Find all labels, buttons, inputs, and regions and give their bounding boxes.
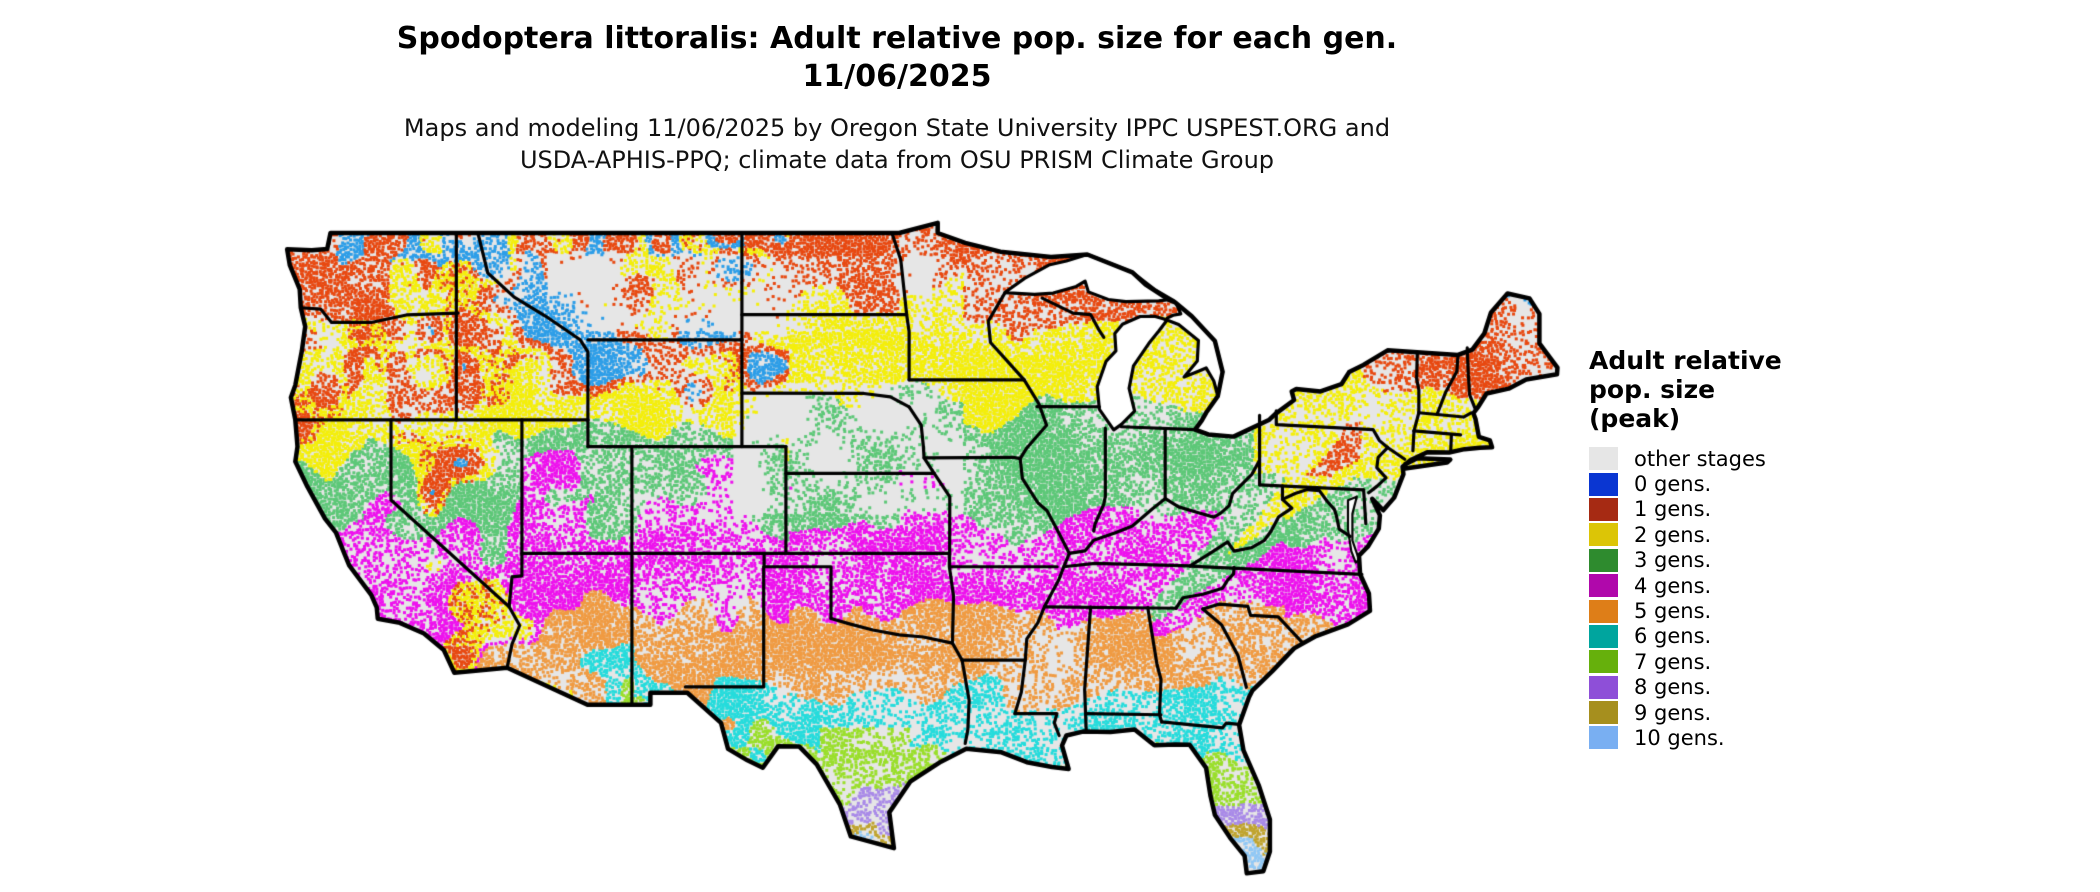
legend-swatch — [1589, 726, 1618, 750]
legend-swatch — [1589, 523, 1618, 547]
legend-label: 1 gens. — [1634, 497, 1712, 522]
legend-swatch — [1589, 574, 1618, 598]
legend-item: 1 gens. — [1589, 497, 1919, 522]
legend-label: 10 gens. — [1634, 725, 1725, 750]
header: Spodoptera littoralis: Adult relative po… — [0, 20, 1794, 176]
map-subtitle-line1: Maps and modeling 11/06/2025 by Oregon S… — [403, 114, 1391, 142]
legend-swatch — [1589, 497, 1618, 521]
legend-item: 8 gens. — [1589, 675, 1919, 700]
legend-label: 9 gens. — [1634, 700, 1712, 725]
legend-item: 5 gens. — [1589, 598, 1919, 623]
legend-swatch — [1589, 548, 1618, 572]
legend-item: 6 gens. — [1589, 624, 1919, 649]
legend-swatch — [1589, 599, 1618, 623]
legend-label: 6 gens. — [1634, 624, 1712, 649]
legend-label: 2 gens. — [1634, 522, 1712, 547]
map-subtitle-line2: USDA-APHIS-PPQ; climate data from OSU PR… — [519, 146, 1275, 174]
legend-items: other stages 0 gens. 1 gens. 2 gens. 3 gens.… — [1589, 446, 1919, 751]
legend-item: other stages — [1589, 446, 1919, 471]
legend-item: 3 gens. — [1589, 548, 1919, 573]
legend-label: 4 gens. — [1634, 573, 1712, 598]
legend-swatch — [1589, 447, 1618, 471]
map-title: Spodoptera littoralis: Adult relative po… — [0, 20, 1794, 96]
legend-title: Adult relative pop. size (peak) — [1589, 346, 1782, 433]
map-subtitle: Maps and modeling 11/06/2025 by Oregon S… — [0, 112, 1794, 176]
map-title-date: 11/06/2025 — [802, 59, 992, 94]
legend-item: 10 gens. — [1589, 725, 1919, 750]
legend-item: 4 gens. — [1589, 573, 1919, 598]
legend-swatch — [1589, 675, 1618, 699]
legend-label: other stages — [1634, 446, 1766, 471]
legend-item: 0 gens. — [1589, 471, 1919, 496]
legend-item: 7 gens. — [1589, 649, 1919, 674]
legend-label: 3 gens. — [1634, 548, 1712, 573]
legend-swatch — [1589, 701, 1618, 725]
legend-swatch — [1589, 472, 1618, 496]
legend-swatch — [1589, 650, 1618, 674]
legend-item: 2 gens. — [1589, 522, 1919, 547]
legend-label: 8 gens. — [1634, 675, 1712, 700]
legend-label: 0 gens. — [1634, 472, 1712, 497]
legend-item: 9 gens. — [1589, 700, 1919, 725]
legend: Adult relative pop. size (peak) other st… — [1589, 346, 1919, 751]
legend-swatch — [1589, 624, 1618, 648]
legend-label: 7 gens. — [1634, 649, 1712, 674]
legend-label: 5 gens. — [1634, 599, 1712, 624]
map-title-line1: Spodoptera littoralis: Adult relative po… — [396, 21, 1398, 56]
